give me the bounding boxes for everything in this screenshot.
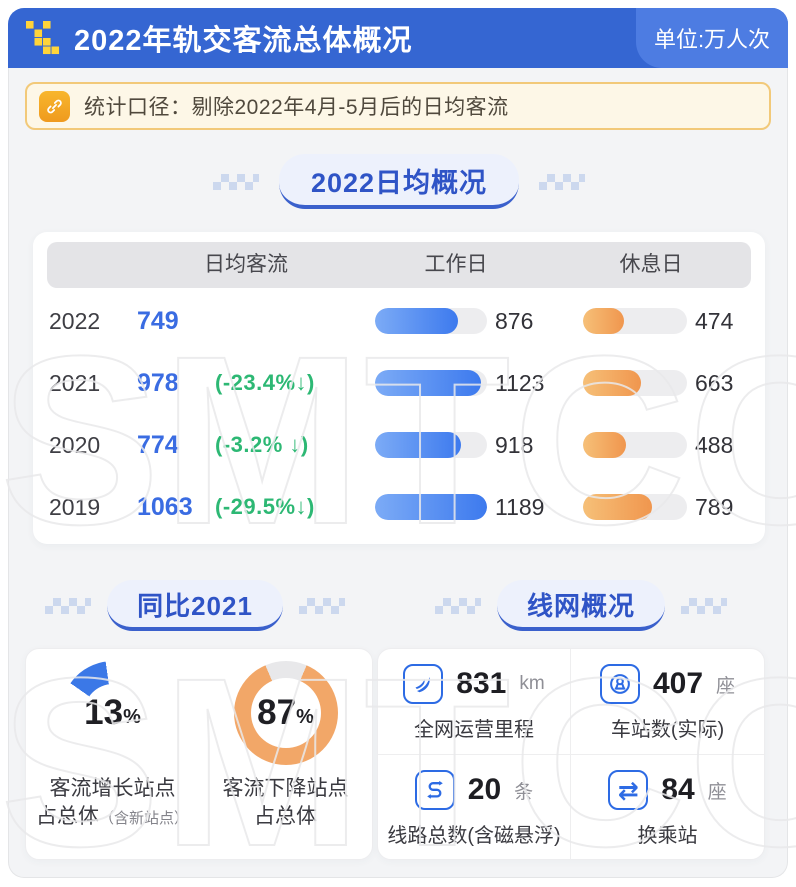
daily-value: 978	[137, 368, 179, 397]
header-bar: 2022年轨交客流总体概况 单位:万人次	[8, 8, 788, 68]
column-header-daily: 日均客流	[204, 253, 288, 276]
yoy-change: (-3.2% ↓)	[215, 432, 309, 457]
workday-value: 876	[495, 307, 534, 334]
restday-bar	[583, 370, 687, 396]
workday-bar	[375, 494, 487, 520]
checker-decoration	[212, 173, 259, 190]
workday-value: 918	[495, 431, 534, 458]
stat-cell-lines: 20 条 线路总数(含磁悬浮)	[378, 755, 571, 859]
restday-bar	[583, 494, 687, 520]
chart-label: 客流增长站点 占总体（含新站点）	[35, 777, 189, 828]
daily-value: 1063	[137, 492, 193, 521]
statistics-note-text: 统计口径：剔除2022年4月-5月后的日均客流	[84, 96, 509, 119]
stat-value: 407	[652, 667, 704, 700]
stat-label: 换乘站	[637, 825, 698, 847]
workday-bar-fill	[375, 432, 462, 458]
table-rows: 2022 749 876 474 2021 978 (-23.4%↓) 1123	[33, 290, 765, 538]
stat-unit: 座	[716, 675, 736, 697]
restday-value: 488	[695, 431, 734, 458]
table-row: 2021 978 (-23.4%↓) 1123 663	[33, 352, 765, 414]
stat-cell-stations: 407 座 车站数(实际)	[571, 649, 764, 755]
checker-decoration	[434, 597, 481, 614]
pixel-logo-icon	[26, 21, 60, 55]
workday-value: 1123	[495, 369, 545, 396]
workday-bar-fill	[375, 308, 458, 334]
chart-label: 客流下降站点 占总体	[222, 777, 349, 828]
stat-value: 20	[467, 773, 502, 806]
restday-value: 663	[695, 369, 734, 396]
year-label: 2021	[49, 369, 101, 396]
table-row: 2019 1063 (-29.5%↓) 1189 789	[33, 476, 765, 538]
stat-value: 84	[661, 773, 695, 806]
workday-bar	[375, 370, 487, 396]
year-label: 2019	[49, 493, 101, 520]
network-section-title: 线网概况	[496, 580, 665, 631]
checker-decoration	[539, 173, 586, 190]
unit-badge: 单位:万人次	[636, 8, 788, 68]
table-header-row: 日均客流 工作日 休息日	[47, 242, 751, 288]
daily-table: 日均客流 工作日 休息日 2022 749 876 474 2021 97	[33, 232, 765, 544]
page-title: 2022年轨交客流总体概况	[74, 25, 413, 57]
restday-bar	[583, 432, 687, 458]
stat-unit: 座	[707, 781, 727, 803]
restday-bar	[583, 308, 687, 334]
year-label: 2020	[49, 431, 101, 458]
year-label: 2022	[49, 307, 101, 334]
stat-unit: km	[519, 673, 545, 694]
yoy-section-header: 同比2021	[9, 580, 381, 631]
stat-label: 车站数(实际)	[610, 719, 725, 741]
growth-stations-donut: 13%	[60, 661, 165, 765]
workday-bar	[375, 432, 487, 458]
percentage-label: 13%	[84, 693, 141, 732]
stat-label: 线路总数(含磁悬浮)	[387, 825, 561, 847]
workday-bar-fill	[375, 370, 481, 396]
daily-value: 749	[137, 306, 179, 335]
workday-value: 1189	[495, 493, 545, 520]
workday-bar-fill	[375, 494, 487, 520]
stat-unit: 条	[514, 781, 534, 803]
column-header-restday: 休息日	[619, 253, 683, 276]
table-row: 2022 749 876 474	[33, 290, 765, 352]
stat-cell-mileage: 831 km 全网运营里程	[378, 649, 571, 755]
yoy-section-title: 同比2021	[107, 580, 283, 631]
stat-cell-transfer: ⇄ 84 座 换乘站	[571, 755, 764, 859]
bottom-section-headers: 同比2021 线网概况	[9, 580, 789, 631]
restday-bar-fill	[583, 308, 625, 334]
restday-value: 789	[695, 493, 734, 520]
transfer-icon: ⇄	[608, 770, 649, 810]
network-section-header: 线网概况	[381, 580, 781, 631]
yoy-change: (-29.5%↓)	[215, 494, 315, 519]
checker-decoration	[681, 597, 727, 614]
yoy-card: 13% 客流增长站点 占总体（含新站点） 87% 客流下降站点	[25, 648, 373, 860]
donut-hole	[83, 684, 142, 742]
table-row: 2020 774 (-3.2% ↓) 918 488	[33, 414, 765, 476]
restday-bar-fill	[583, 370, 642, 396]
statistics-note: 统计口径：剔除2022年4月-5月后的日均客流	[25, 82, 771, 130]
content-card: 统计口径：剔除2022年4月-5月后的日均客流 2022日均概况 日均客流 工作…	[8, 68, 788, 878]
checker-decoration	[298, 597, 345, 614]
decline-stations-chart-block: 87% 客流下降站点 占总体	[199, 649, 372, 859]
curve-track-icon	[403, 664, 444, 704]
stat-label: 全网运营里程	[414, 719, 534, 741]
link-icon	[39, 90, 70, 122]
restday-bar-fill	[583, 494, 653, 520]
workday-bar	[375, 308, 487, 334]
donut-hole	[250, 678, 321, 748]
restday-value: 474	[695, 307, 734, 334]
network-card: 831 km 全网运营里程 40	[377, 648, 765, 860]
yoy-change: (-23.4%↓)	[215, 370, 315, 395]
column-header-workday: 工作日	[424, 253, 488, 276]
decline-stations-donut: 87%	[233, 661, 338, 765]
daily-section-header: 2022日均概况	[9, 154, 789, 209]
daily-value: 774	[137, 430, 179, 459]
metro-line-icon	[414, 770, 455, 810]
percentage-label: 87%	[257, 693, 314, 732]
restday-bar-fill	[583, 432, 626, 458]
stat-value: 831	[456, 667, 507, 700]
railway-station-icon	[599, 664, 640, 704]
checker-decoration	[45, 597, 92, 614]
daily-section-title: 2022日均概况	[278, 154, 520, 209]
growth-stations-chart-block: 13% 客流增长站点 占总体（含新站点）	[26, 649, 199, 859]
